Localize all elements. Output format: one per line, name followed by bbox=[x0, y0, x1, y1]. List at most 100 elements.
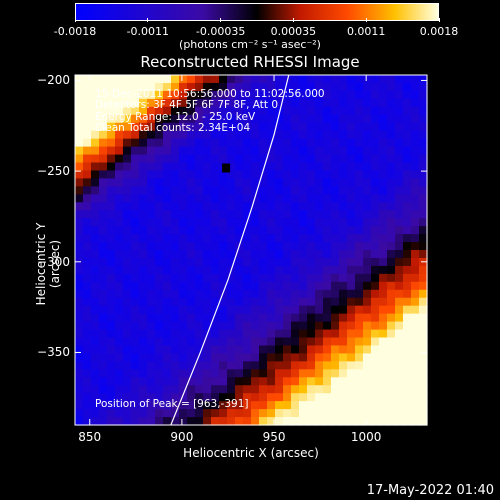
heatmap-cell bbox=[283, 345, 292, 354]
heatmap-cell bbox=[83, 170, 92, 179]
heatmap-cell bbox=[299, 75, 308, 84]
heatmap-cell bbox=[203, 313, 212, 323]
heatmap-cell bbox=[323, 106, 332, 116]
heatmap-cell bbox=[395, 226, 404, 235]
heatmap-cell bbox=[259, 297, 268, 307]
heatmap-cell bbox=[219, 345, 228, 354]
heatmap-cell bbox=[403, 138, 412, 148]
heatmap-cell bbox=[395, 250, 404, 259]
heatmap-cell bbox=[315, 417, 324, 426]
heatmap-cell bbox=[147, 98, 156, 108]
heatmap-cell bbox=[219, 305, 228, 315]
heatmap-cell bbox=[179, 361, 188, 370]
heatmap-cell bbox=[243, 257, 252, 267]
heatmap-cell bbox=[155, 170, 164, 179]
heatmap-cell bbox=[179, 242, 188, 251]
heatmap-cell bbox=[91, 210, 100, 219]
heatmap-cell bbox=[259, 154, 268, 164]
heatmap-cell bbox=[171, 250, 180, 259]
heatmap-cell bbox=[371, 409, 380, 418]
heatmap-cell bbox=[83, 242, 92, 251]
heatmap-cell bbox=[259, 401, 268, 410]
heatmap-cell bbox=[91, 329, 100, 339]
heatmap-cell bbox=[355, 265, 364, 275]
heatmap-cell bbox=[411, 289, 420, 299]
heatmap-cell bbox=[107, 353, 116, 362]
heatmap-cell bbox=[155, 122, 164, 132]
heatmap-cell bbox=[235, 122, 244, 132]
heatmap-cell bbox=[147, 114, 156, 124]
heatmap-cell bbox=[179, 297, 188, 307]
heatmap-cell bbox=[211, 90, 220, 100]
heatmap-cell bbox=[171, 273, 180, 283]
heatmap-cell bbox=[131, 329, 140, 339]
heatmap-cell bbox=[291, 305, 300, 315]
heatmap-cell bbox=[83, 130, 92, 140]
heatmap-cell bbox=[339, 393, 348, 402]
heatmap-cell bbox=[115, 226, 124, 235]
heatmap-cell bbox=[187, 178, 196, 187]
heatmap-cell bbox=[195, 90, 204, 100]
heatmap-cell bbox=[203, 130, 212, 140]
heatmap-cell bbox=[283, 321, 292, 331]
heatmap-cell bbox=[227, 313, 236, 323]
heatmap-cell bbox=[91, 337, 100, 347]
heatmap-cell bbox=[115, 257, 124, 267]
heatmap-cell bbox=[211, 345, 220, 354]
heatmap-cell bbox=[139, 401, 148, 410]
heatmap-cell bbox=[147, 385, 156, 394]
heatmap-cell bbox=[299, 321, 308, 331]
heatmap-cell bbox=[315, 90, 324, 100]
heatmap-cell bbox=[187, 162, 196, 172]
heatmap-cell bbox=[347, 218, 356, 227]
heatmap-cell bbox=[131, 289, 140, 299]
heatmap-cell bbox=[211, 257, 220, 267]
heatmap-cell bbox=[339, 242, 348, 251]
heatmap-cell bbox=[195, 98, 204, 108]
heatmap-cell bbox=[203, 401, 212, 410]
heatmap-cell bbox=[123, 202, 132, 211]
heatmap-cell bbox=[227, 170, 236, 179]
heatmap-cell bbox=[291, 242, 300, 251]
heatmap-cell bbox=[331, 82, 340, 92]
heatmap-cell bbox=[147, 297, 156, 307]
heatmap-cell bbox=[395, 361, 404, 370]
heatmap-cell bbox=[355, 202, 364, 211]
heatmap-cell bbox=[203, 146, 212, 156]
heatmap-cell bbox=[171, 90, 180, 100]
heatmap-cell bbox=[283, 305, 292, 315]
heatmap-cell bbox=[299, 337, 308, 347]
heatmap-cell bbox=[171, 353, 180, 362]
heatmap-cell bbox=[251, 337, 260, 347]
heatmap-cell bbox=[347, 122, 356, 132]
heatmap-cell bbox=[419, 178, 428, 187]
heatmap-cell bbox=[347, 361, 356, 370]
heatmap-cell bbox=[227, 257, 236, 267]
heatmap-cell bbox=[139, 329, 148, 339]
heatmap-cell bbox=[243, 242, 252, 251]
heatmap-cell bbox=[211, 377, 220, 386]
heatmap-cell bbox=[267, 329, 276, 339]
heatmap-cell bbox=[275, 289, 284, 299]
heatmap-cell bbox=[315, 194, 324, 203]
heatmap-cell bbox=[99, 242, 108, 251]
chart-title: Reconstructed RHESSI Image bbox=[140, 53, 360, 71]
heatmap-cell bbox=[291, 194, 300, 203]
heatmap-cell bbox=[187, 417, 196, 426]
heatmap-cell bbox=[195, 250, 204, 259]
heatmap-cell bbox=[211, 75, 220, 84]
heatmap-cell bbox=[91, 242, 100, 251]
heatmap-cell bbox=[339, 305, 348, 315]
heatmap-cell bbox=[187, 202, 196, 211]
heatmap-cell bbox=[267, 90, 276, 100]
heatmap-cell bbox=[403, 305, 412, 315]
heatmap-cell bbox=[379, 297, 388, 307]
heatmap-cell bbox=[211, 210, 220, 219]
heatmap-cell bbox=[123, 226, 132, 235]
heatmap-cell bbox=[91, 409, 100, 418]
heatmap-cell bbox=[403, 218, 412, 227]
heatmap-cell bbox=[331, 122, 340, 132]
heatmap-cell bbox=[115, 90, 124, 100]
heatmap-cell bbox=[251, 257, 260, 267]
heatmap-cell bbox=[403, 393, 412, 402]
